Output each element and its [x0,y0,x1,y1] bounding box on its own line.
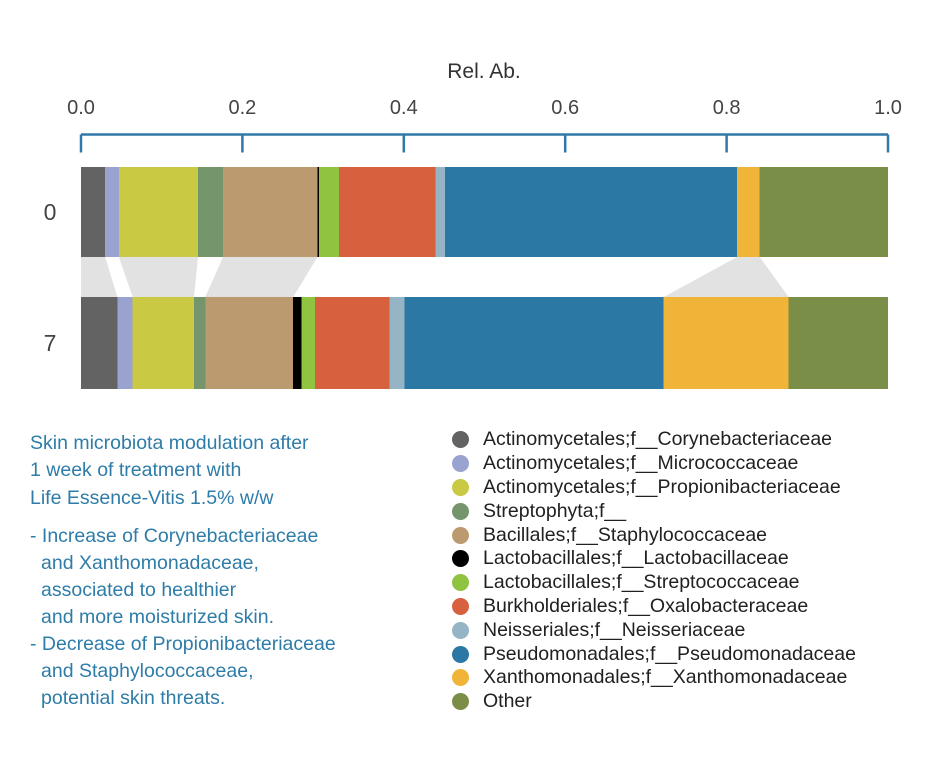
legend-item: Neisseriales;f__Neisseriaceae [452,618,856,642]
bar-segment [81,297,118,389]
bar-segment [193,297,206,389]
legend-swatch-circle [452,431,469,449]
legend-label: Pseudomonadales;f__Pseudomonadaceae [483,642,856,665]
row-label: 0 [44,199,57,225]
legend-label: Xanthomonadales;f__Xanthomonadaceae [483,666,848,689]
bars [81,167,888,389]
legend-item: Streptophyta;f__ [452,499,856,523]
bar-segment [301,297,316,389]
legend-swatch-circle [452,455,469,473]
bar-segment [198,167,224,257]
legend-item: Other [452,690,856,714]
legend-item: Bacillales;f__Staphylococcaceae [452,523,856,547]
annotation-title-line: 1 week of treatment with [30,459,242,482]
legend-label: Lactobacillales;f__Lactobacillaceae [483,547,789,570]
annotation-bullet-line: potential skin threats. [41,687,226,710]
legend-label: Streptophyta;f__ [483,499,627,522]
annotation-bullet-line: and Xanthomonadaceae, [41,552,259,575]
legend-swatch-circle [452,526,469,544]
bar-segment [117,297,133,389]
legend-item: Actinomycetales;f__Propionibacteriaceae [452,476,856,500]
annotation-bullet-line: - Decrease of Propionibacteriaceae [30,633,336,656]
legend-swatch-circle [452,478,469,496]
bar-segment [435,167,445,257]
annotation-bullet-line: and Staphylococcaceae, [41,660,254,683]
legend-item: Xanthomonadales;f__Xanthomonadaceae [452,666,856,690]
bar-segment [132,297,194,389]
annotation-title: Skin microbiota modulation after 1 week o… [30,430,445,512]
bar-segment [223,167,318,257]
bar-segment [205,297,294,389]
legend-item: Pseudomonadales;f__Pseudomonadaceae [452,642,856,666]
legend-label: Actinomycetales;f__Propionibacteriaceae [483,475,841,498]
legend-label: Actinomycetales;f__Micrococcaceae [483,452,799,475]
axis-tick-label: 0.8 [713,97,741,119]
bar-segment [759,167,888,257]
bar-segment [293,297,302,389]
legend-item: Actinomycetales;f__Micrococcaceae [452,452,856,476]
bar-segment [663,297,789,389]
bar-segment [404,297,664,389]
legend-swatch-circle [452,597,469,615]
legend-label: Lactobacillales;f__Streptococcaceae [483,571,800,594]
bar-segment [105,167,119,257]
bar-segment [319,167,340,257]
connector-ribbon [205,257,318,297]
bar-segment [737,167,760,257]
legend-label: Burkholderiales;f__Oxalobacteraceae [483,594,809,617]
bar-segment [444,167,738,257]
annotation-bullet-line: - Increase of Corynebacteriaceae [30,525,319,548]
row-label: 7 [44,330,57,356]
annotation-title-line: Life Essence-Vitis 1.5% w/w [30,486,274,509]
bar-segment [118,167,199,257]
stacked-bar-chart: Rel. Ab. 0.0 0.2 0.4 0.6 0.8 1.0 07 [44,60,902,389]
bar-segment [339,167,436,257]
legend-label: Actinomycetales;f__Corynebacteriaceae [483,428,833,451]
legend-swatch-circle [452,550,469,568]
legend-swatch-circle [452,693,469,711]
row-labels: 07 [44,199,57,356]
legend-item: Lactobacillales;f__Lactobacillaceae [452,547,856,571]
legend-label: Other [483,690,532,713]
connector-ribbon [81,257,118,297]
legend-swatch-circle [452,621,469,639]
axis-tick-label: 1.0 [874,97,902,119]
legend-swatch-circle [452,645,469,663]
connector-ribbons [81,257,789,297]
legend-swatch-circle [452,574,469,592]
annotation-title-line: Skin microbiota modulation after [30,432,309,454]
bar-segment [317,167,320,257]
bar-segment [389,297,405,389]
legend-label: Bacillales;f__Staphylococcaceae [483,523,768,546]
bar-segment [788,297,888,389]
axis-tick-label: 0.2 [228,97,256,119]
axis-tick-label: 0.0 [67,97,95,119]
annotation-bullet-line: and more moisturized skin. [41,606,275,629]
legend: Actinomycetales;f__Corynebacteriaceae Act… [452,428,856,714]
legend-item: Lactobacillales;f__Streptococcaceae [452,571,856,595]
annotation-bullets: - Increase of Corynebacteriaceae and Xant… [30,523,445,712]
axis-tick-labels: 0.0 0.2 0.4 0.6 0.8 1.0 [67,97,902,119]
legend-item: Burkholderiales;f__Oxalobacteraceae [452,595,856,619]
bar-segment [81,167,106,257]
connector-ribbon [118,257,199,297]
axis-line [79,133,890,153]
axis-tick-label: 0.4 [390,97,418,119]
legend-swatch-circle [452,502,469,520]
axis-title: Rel. Ab. [447,60,521,83]
legend-swatch-circle [452,669,469,687]
bar-segment [315,297,390,389]
connector-ribbon [663,257,789,297]
legend-label: Neisseriales;f__Neisseriaceae [483,618,746,641]
annotation-block: Skin microbiota modulation after 1 week o… [30,430,445,712]
annotation-bullet-line: associated to healthier [41,579,237,602]
legend-item: Actinomycetales;f__Corynebacteriaceae [452,428,856,452]
axis-tick-label: 0.6 [551,97,579,119]
